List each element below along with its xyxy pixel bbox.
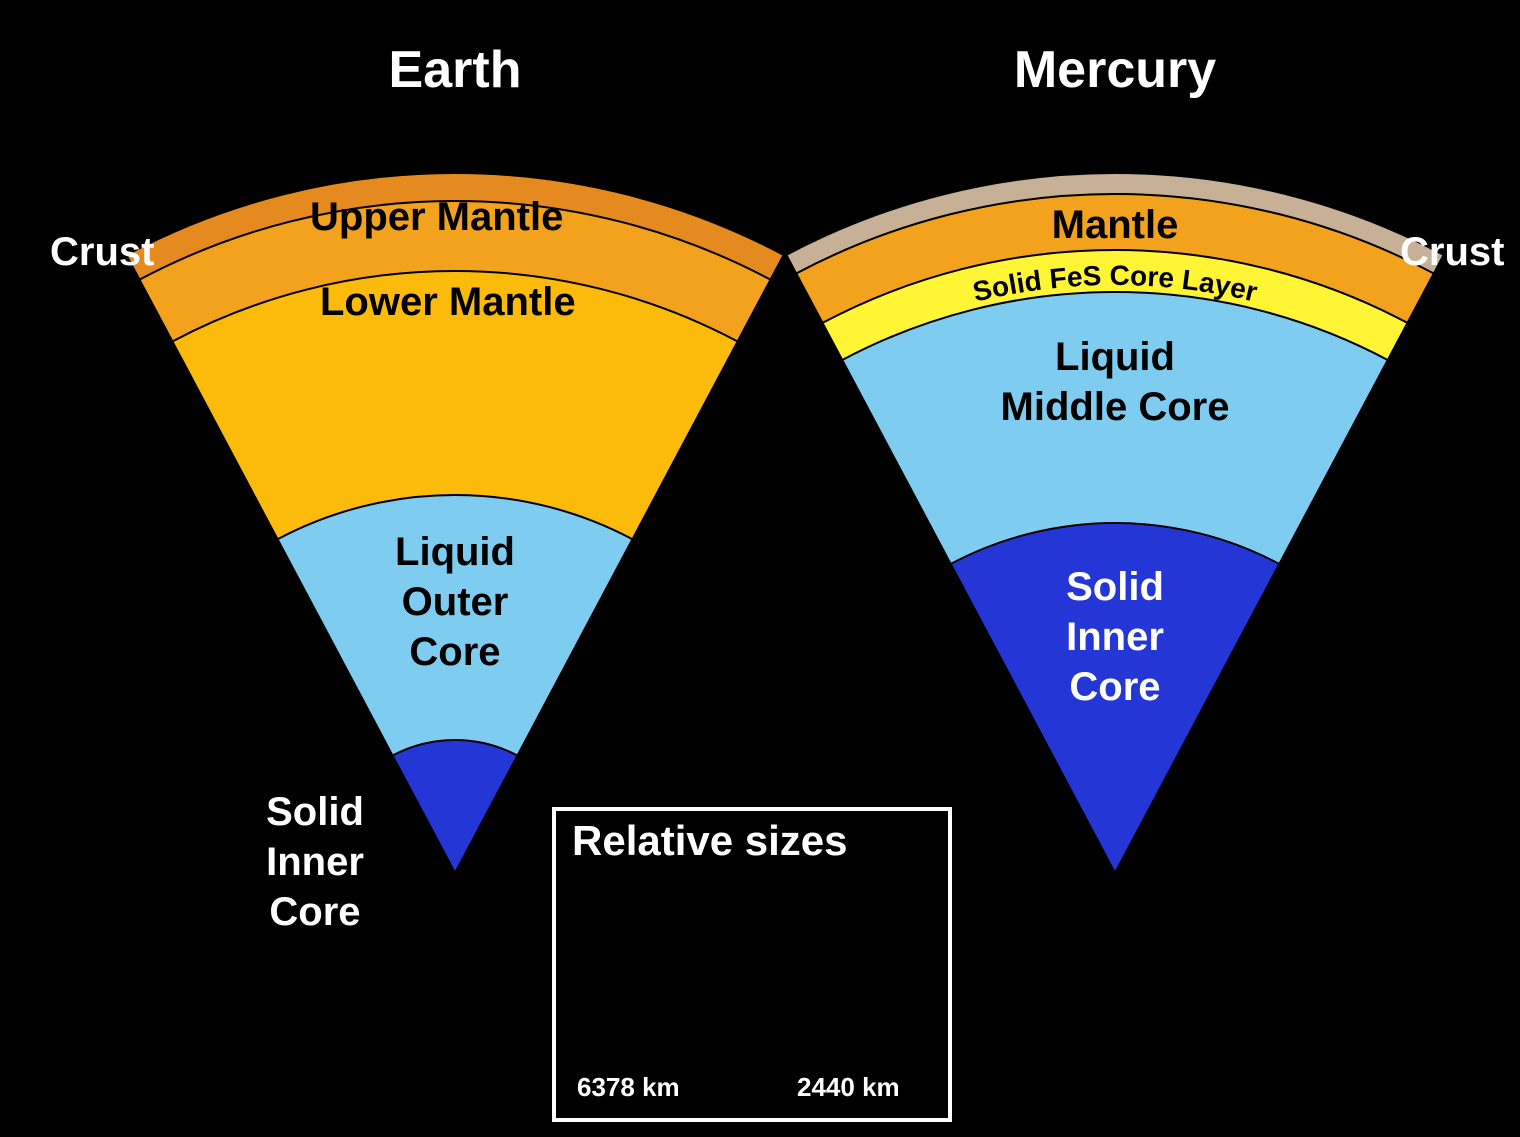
mercury-middle-core-label-2: Middle Core: [985, 385, 1245, 430]
mercury-mantle-label: Mantle: [1040, 203, 1190, 248]
earth-outer-core-label-1: Liquid: [395, 530, 515, 575]
earth-inner-core-label-3: Core: [255, 890, 375, 935]
earth-outer-core-label-2: Outer: [395, 580, 515, 625]
earth-layer-inner-core: [393, 740, 518, 873]
mercury-inner-core-label-3: Core: [1055, 665, 1175, 710]
mercury-crust-label: Crust: [1400, 230, 1504, 275]
earth-upper-mantle-label: Upper Mantle: [310, 195, 563, 240]
earth-inner-core-label-2: Inner: [255, 840, 375, 885]
earth-radius-metric: 6378 km: [577, 1072, 680, 1103]
mercury-radius-metric: 2440 km: [797, 1072, 900, 1103]
relative-sizes-title: Relative sizes: [572, 817, 848, 865]
mercury-title: Mercury: [960, 40, 1270, 100]
mercury-inner-core-label-1: Solid: [1055, 565, 1175, 610]
earth-title: Earth: [300, 40, 610, 100]
earth-inner-core-label-1: Solid: [255, 790, 375, 835]
earth-lower-mantle-label: Lower Mantle: [320, 280, 576, 325]
mercury-inner-core-label-2: Inner: [1055, 615, 1175, 660]
earth-outer-core-label-3: Core: [395, 630, 515, 675]
earth-crust-label: Crust: [50, 230, 154, 275]
mercury-middle-core-label-1: Liquid: [1025, 335, 1205, 380]
